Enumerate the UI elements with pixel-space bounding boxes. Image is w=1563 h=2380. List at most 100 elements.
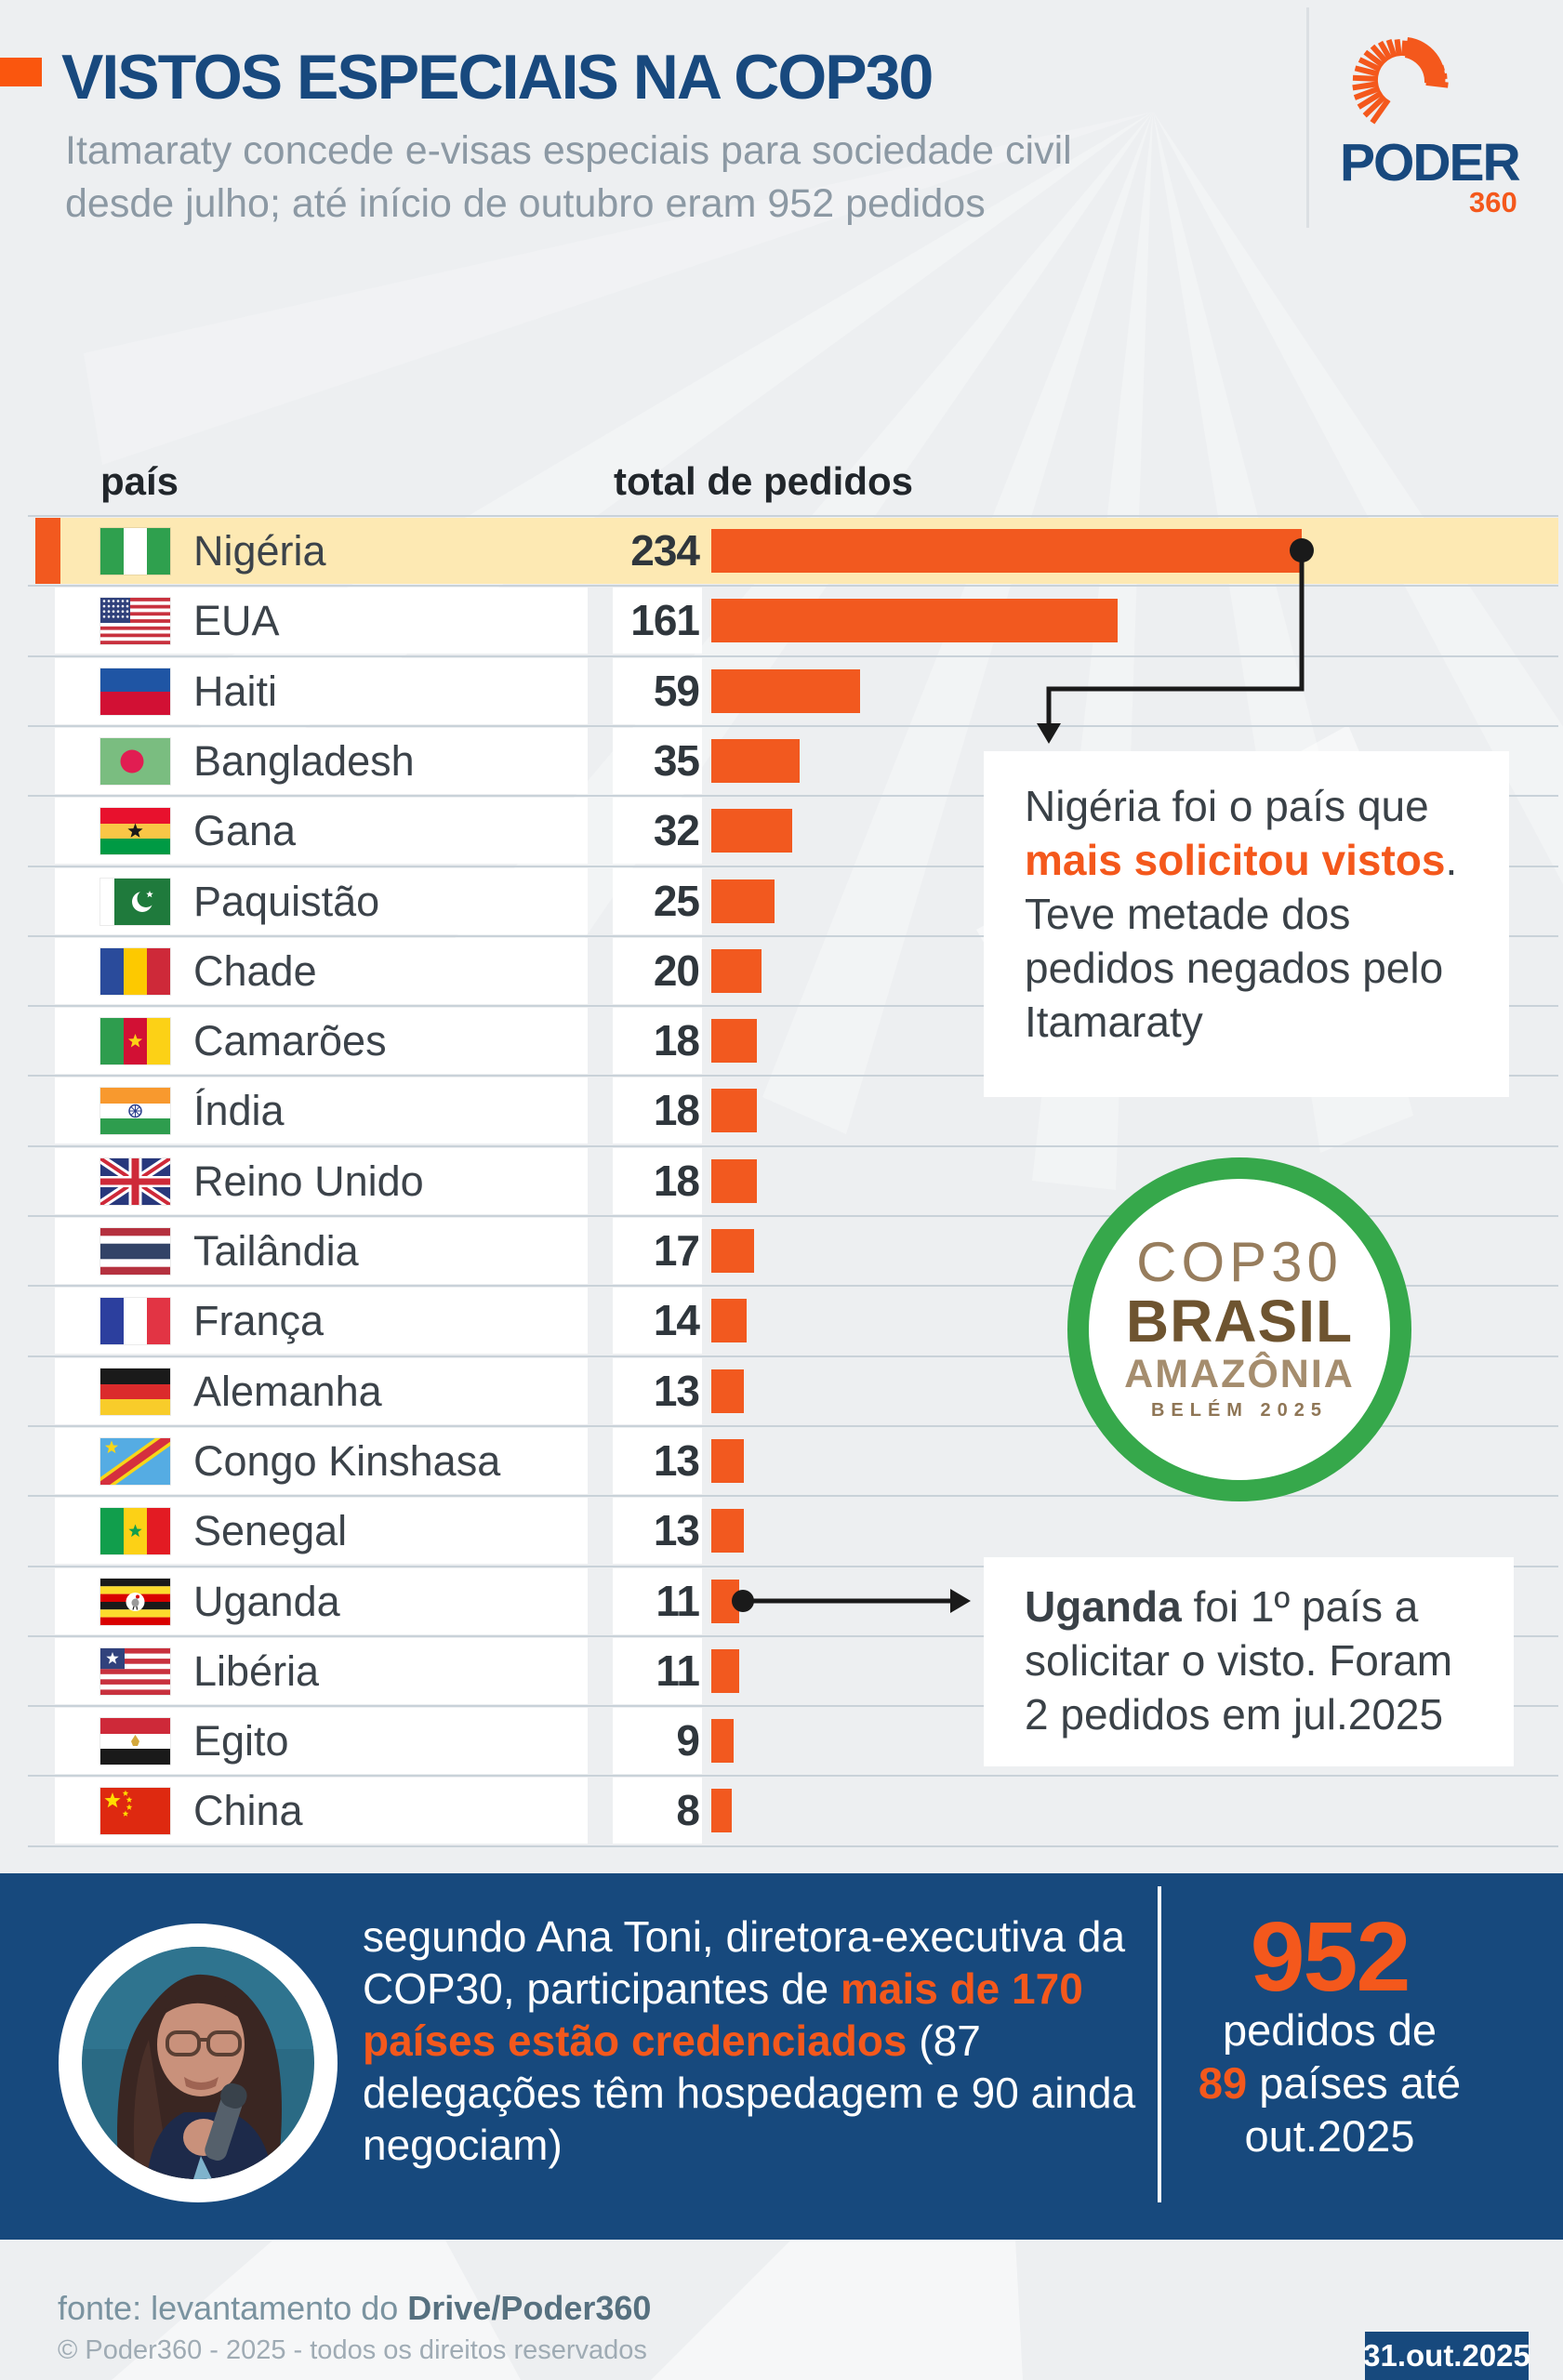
stat-line2-rest: países até — [1247, 2058, 1462, 2108]
value-cell-bg — [613, 658, 702, 724]
value-bar — [711, 529, 1302, 573]
source-bold: Drive/Poder360 — [407, 2289, 652, 2327]
country-value: 35 — [653, 736, 700, 785]
cn-flag-icon — [100, 1788, 170, 1834]
row-separator — [28, 1845, 1558, 1847]
country-name: Bangladesh — [193, 737, 415, 785]
value-bar — [711, 1369, 744, 1413]
value-cell-bg — [613, 798, 702, 864]
cd-flag-icon — [90, 1426, 180, 1497]
us-flag-icon — [100, 598, 170, 644]
row-separator — [28, 1495, 1558, 1497]
cm-flag-icon — [100, 1018, 170, 1064]
ug-flag-icon — [100, 1579, 170, 1625]
page-title: VISTOS ESPECIAIS NA COP30 — [61, 42, 934, 112]
ht-flag-icon — [100, 668, 170, 715]
value-bar — [711, 739, 800, 783]
country-value: 17 — [653, 1226, 700, 1275]
country-value: 11 — [656, 1577, 700, 1625]
country-value: 14 — [653, 1296, 700, 1344]
stat-num2: 89 — [1198, 2058, 1248, 2108]
stat-block: 952 pedidos de 89 países até out.2025 — [1144, 1908, 1516, 2162]
value-bar — [711, 599, 1118, 642]
value-cell-bg — [613, 1428, 702, 1494]
value-cell-bg — [613, 868, 702, 934]
table-row-china: China 8 — [0, 1776, 1563, 1845]
value-cell-bg — [613, 728, 702, 794]
cop30-badge-belem: BELÉM 2025 — [1150, 1400, 1329, 1421]
ana-toni-photo — [82, 1947, 314, 2179]
nigeria-callout: Nigéria foi o país que mais solicitou vi… — [984, 751, 1509, 1097]
table-row-paquistão: Paquistão 25 — [0, 866, 1563, 936]
country-value: 20 — [653, 946, 700, 995]
source-pre: fonte: levantamento do — [58, 2289, 408, 2327]
bar-chart-rows: Nigéria 234 EUA 161 Haiti 59 Bangladesh 35 Gana 3… — [0, 515, 1563, 1847]
table-row-libéria: Libéria 11 — [0, 1636, 1563, 1706]
uganda-callout-rest: foi 1º país a solicitar o visto. Foram 2… — [1025, 1582, 1453, 1739]
row-separator — [28, 585, 1558, 587]
source-line: fonte: levantamento do Drive/Poder360 — [58, 2289, 651, 2328]
row-separator — [28, 1285, 1558, 1287]
table-row-egito: Egito 9 — [0, 1706, 1563, 1776]
in-flag-icon — [100, 1088, 170, 1134]
value-cell-bg — [613, 1568, 702, 1634]
poder360-sunburst-icon — [1352, 37, 1449, 125]
row-separator — [28, 795, 1558, 797]
uganda-callout-bold: Uganda — [1025, 1582, 1182, 1631]
row-separator — [28, 1075, 1558, 1077]
value-bar — [711, 1229, 754, 1273]
highlight-left-marker — [35, 518, 60, 584]
cop30-badge-brasil: BRASIL — [1125, 1288, 1354, 1355]
quote-text: segundo Ana Toni, diretora-executiva da … — [363, 1911, 1144, 2171]
quote-post: (87 delegações têm hospedagem e 90 ainda… — [363, 2016, 1136, 2169]
value-cell-bg — [613, 1148, 702, 1214]
nigeria-callout-pre: Nigéria foi o país que — [1025, 782, 1429, 830]
country-name: Paquistão — [193, 878, 380, 925]
poder-logo-360: 360 — [1469, 186, 1517, 218]
country-value: 18 — [653, 1016, 700, 1064]
table-row-alemanha: Alemanha 13 — [0, 1356, 1563, 1426]
value-bar — [711, 1019, 757, 1063]
country-name: Gana — [193, 807, 297, 854]
row-separator — [28, 866, 1558, 867]
country-name: Libéria — [193, 1647, 320, 1695]
country-name: Uganda — [193, 1578, 340, 1625]
lr-flag-icon — [100, 1648, 170, 1695]
nigeria-callout-post: . Teve metade dos pedidos negados pelo I… — [1025, 836, 1458, 1046]
quote-section: segundo Ana Toni, diretora-executiva da … — [0, 1873, 1563, 2240]
row-separator — [28, 1775, 1558, 1777]
table-row-uganda: Uganda 11 — [0, 1567, 1563, 1636]
eg-flag-icon — [100, 1718, 170, 1765]
value-bar — [711, 1580, 739, 1623]
country-value: 59 — [653, 667, 700, 715]
table-row-bangladesh: Bangladesh 35 — [0, 726, 1563, 796]
gh-flag-icon — [100, 808, 170, 854]
table-row-tailândia: Tailândia 17 — [0, 1216, 1563, 1286]
country-name: Índia — [193, 1087, 285, 1134]
value-bar — [711, 1439, 744, 1483]
country-name: China — [193, 1787, 303, 1834]
country-name: Camarões — [193, 1017, 387, 1064]
page-subtitle: Itamaraty concede e-visas especiais para… — [65, 125, 1072, 231]
country-value: 13 — [653, 1367, 700, 1415]
quote-highlight: mais de 170 países estão credenciados — [363, 1964, 1083, 2065]
value-bar — [711, 669, 860, 713]
cop30-badge-amazonia: AMAZÔNIA — [1124, 1352, 1355, 1396]
table-row-senegal: Senegal 13 — [0, 1496, 1563, 1566]
row-separator — [28, 655, 1558, 657]
country-value: 18 — [653, 1157, 700, 1205]
country-value: 13 — [653, 1506, 700, 1554]
table-row-eua: EUA 161 — [0, 586, 1563, 655]
title-accent-square — [0, 58, 42, 86]
ana-toni-photo-ring — [59, 1924, 338, 2202]
country-name: Senegal — [193, 1507, 348, 1554]
row-separator — [28, 1566, 1558, 1567]
table-row-reino-unido: Reino Unido 18 — [0, 1146, 1563, 1216]
column-header-country: país — [100, 459, 179, 503]
country-value: 25 — [653, 877, 700, 925]
bd-flag-icon — [100, 738, 170, 785]
value-cell-bg — [613, 1078, 702, 1144]
value-cell-bg — [613, 1358, 702, 1424]
table-row-gana: Gana 32 — [0, 796, 1563, 866]
